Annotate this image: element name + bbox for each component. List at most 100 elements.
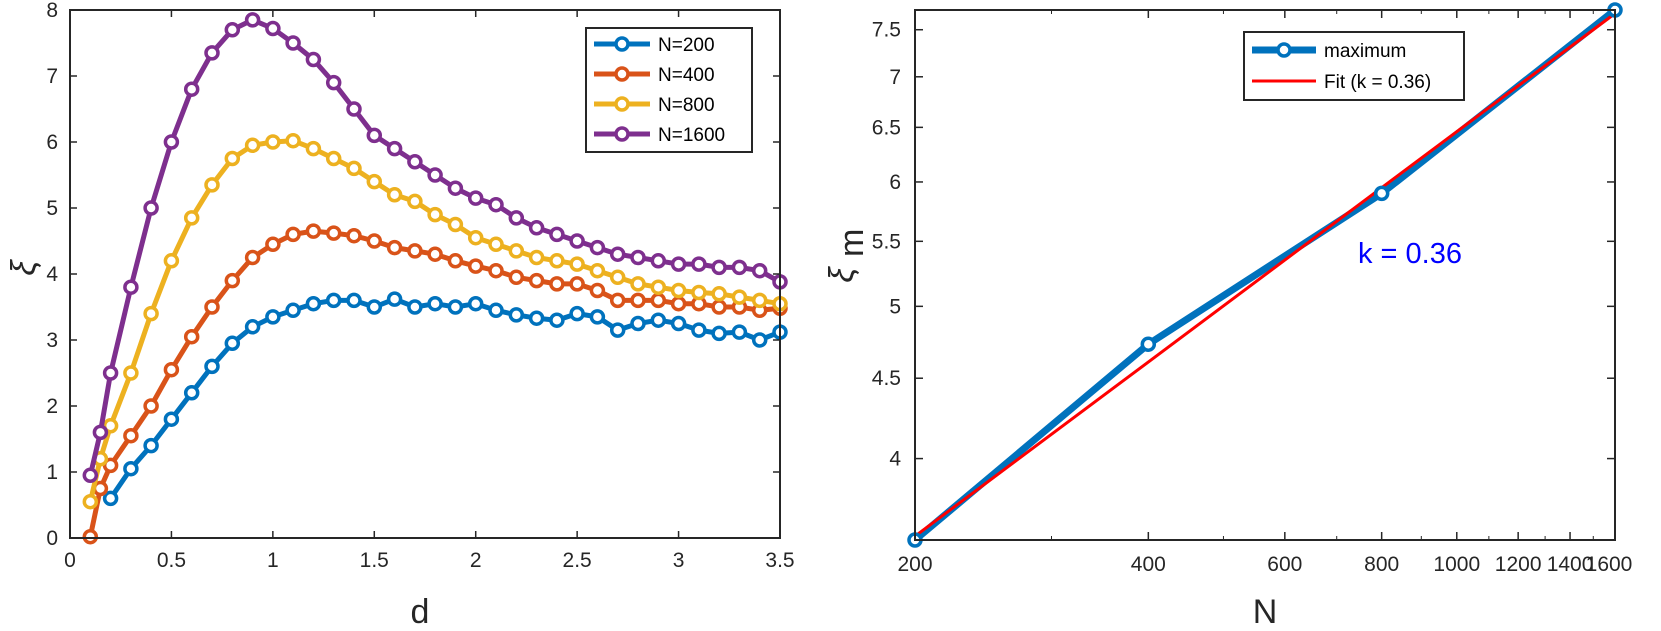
left-series-1-marker-11 — [285, 226, 301, 243]
left-series-0-marker-21 — [528, 310, 545, 326]
left-series-0-marker-15 — [407, 299, 423, 315]
left-series-3-marker-30 — [670, 256, 687, 272]
right-xtick-label-0: 200 — [897, 553, 932, 576]
left-series-2-marker-12 — [305, 140, 322, 157]
right-xtick-label-5: 1200 — [1495, 553, 1542, 576]
left-series-0-marker-18 — [467, 295, 484, 312]
left-xtick-label-1: 0.5 — [157, 549, 186, 572]
left-series-0-marker-14 — [386, 291, 403, 307]
left-ytick-label-7: 7 — [46, 65, 58, 88]
left-series-1-marker-28 — [630, 292, 646, 309]
left-x-axis-label: d — [411, 593, 430, 631]
left-series-1-marker-15 — [366, 233, 383, 249]
left-series-2-marker-31 — [691, 284, 707, 301]
left-series-1-marker-19 — [447, 253, 464, 269]
left-series-1-marker-8 — [224, 272, 241, 289]
left-series-3-marker-34 — [751, 262, 768, 279]
right-ytick-label-1: 4.5 — [872, 367, 901, 390]
left-series-2-marker-10 — [265, 134, 281, 150]
left-series-0-marker-22 — [549, 312, 565, 328]
left-series-1-marker-29 — [650, 292, 667, 309]
right-xtick-label-3: 800 — [1364, 553, 1399, 576]
right-y-axis-subscript: m — [833, 229, 871, 257]
left-series-3-marker-11 — [285, 35, 301, 51]
left-series-2-marker-25 — [569, 256, 585, 272]
left-series-0-marker-6 — [224, 335, 241, 352]
right-xtick-label-1: 400 — [1131, 553, 1166, 576]
left-series-1-marker-26 — [589, 282, 606, 299]
left-series-0-marker-9 — [285, 302, 301, 319]
fit-line — [914, 12, 1616, 538]
left-series-2-marker-18 — [427, 206, 443, 223]
left-legend-label-2: N=800 — [658, 95, 715, 116]
left-series-0-marker-24 — [589, 309, 606, 325]
left-xtick-label-5: 2.5 — [563, 549, 592, 572]
left-series-3-marker-16 — [386, 140, 403, 157]
left-series-0-marker-25 — [609, 322, 626, 338]
left-series-3-marker-1 — [92, 424, 109, 441]
left-series-3-marker-17 — [407, 154, 423, 170]
left-series-2-marker-7 — [204, 177, 220, 193]
left-series-1-marker-32 — [711, 299, 727, 315]
left-series-1-marker-6 — [183, 328, 200, 345]
left-legend-marker-1 — [614, 66, 630, 82]
left-series-3-marker-19 — [447, 180, 464, 196]
left-series-0-marker-16 — [427, 295, 443, 312]
left-series-0-marker-19 — [488, 302, 504, 319]
left-series-0-marker-28 — [670, 315, 687, 332]
left-series-2-marker-26 — [589, 262, 606, 279]
left-series-3-marker-20 — [467, 190, 484, 206]
right-legend-marker-0 — [1276, 42, 1292, 58]
right-y-axis-symbol: ξ — [823, 266, 861, 283]
left-series-2-marker-15 — [366, 173, 383, 190]
left-series-1-marker-22 — [508, 269, 525, 286]
left-xtick-label-3: 1.5 — [360, 549, 389, 572]
left-series-1-marker-16 — [386, 239, 403, 256]
left-xtick-label-7: 3.5 — [765, 549, 794, 572]
left-series-3-marker-13 — [325, 74, 342, 91]
left-series-2-marker-16 — [386, 187, 403, 203]
right-axes-box — [914, 9, 1616, 541]
left-series-line-0 — [108, 296, 781, 500]
left-series-3-marker-10 — [265, 20, 281, 37]
left-series-2-marker-19 — [447, 216, 464, 233]
left-series-1-marker-23 — [528, 272, 545, 289]
left-ytick-label-4: 4 — [46, 263, 58, 286]
left-legend-label-0: N=200 — [658, 35, 715, 56]
left-xtick-label-6: 3 — [673, 549, 685, 572]
left-series-1-marker-5 — [163, 361, 180, 378]
left-series-1-marker-13 — [325, 225, 342, 241]
left-legend-marker-0 — [614, 36, 630, 52]
left-series-1-marker-18 — [427, 246, 443, 262]
left-y-axis-label: ξ — [5, 259, 43, 276]
right-ytick-label-7: 7.5 — [872, 19, 901, 42]
left-series-3-marker-29 — [650, 253, 667, 269]
right-xtick-label-4: 1000 — [1433, 553, 1480, 576]
left-series-2-marker-6 — [183, 210, 200, 226]
left-ytick-label-1: 1 — [46, 461, 58, 484]
left-series-3-marker-27 — [609, 246, 626, 262]
left-series-3-marker-24 — [549, 226, 565, 243]
left-series-2-marker-20 — [467, 229, 484, 246]
left-series-2-marker-23 — [528, 249, 545, 266]
left-series-2-marker-11 — [285, 132, 301, 149]
left-series-1-marker-12 — [305, 223, 322, 239]
left-series-2-marker-5 — [163, 253, 180, 269]
left-legend-marker-3 — [614, 126, 630, 142]
left-series-1-marker-9 — [244, 249, 261, 266]
left-series-2-marker-34 — [751, 292, 768, 309]
left-series-0-marker-8 — [265, 309, 281, 325]
right-ytick-label-5: 6.5 — [872, 116, 901, 139]
right-ytick-label-4: 6 — [889, 171, 901, 194]
left-series-3-marker-12 — [305, 51, 322, 68]
left-series-0-marker-29 — [691, 322, 707, 338]
maximum-marker-2 — [1373, 185, 1390, 202]
left-series-3-marker-33 — [731, 259, 748, 276]
left-series-0-marker-13 — [366, 299, 383, 315]
left-xtick-label-2: 1 — [267, 549, 279, 572]
right-x-axis-label: N — [1253, 593, 1278, 631]
left-ticks: 0 0.5 1 1.5 2 2.5 3 3.5 0 1 2 3 4 5 6 7 8 — [46, 0, 794, 572]
left-series-3-marker-8 — [224, 22, 241, 38]
left-series-3-marker-3 — [123, 279, 139, 295]
